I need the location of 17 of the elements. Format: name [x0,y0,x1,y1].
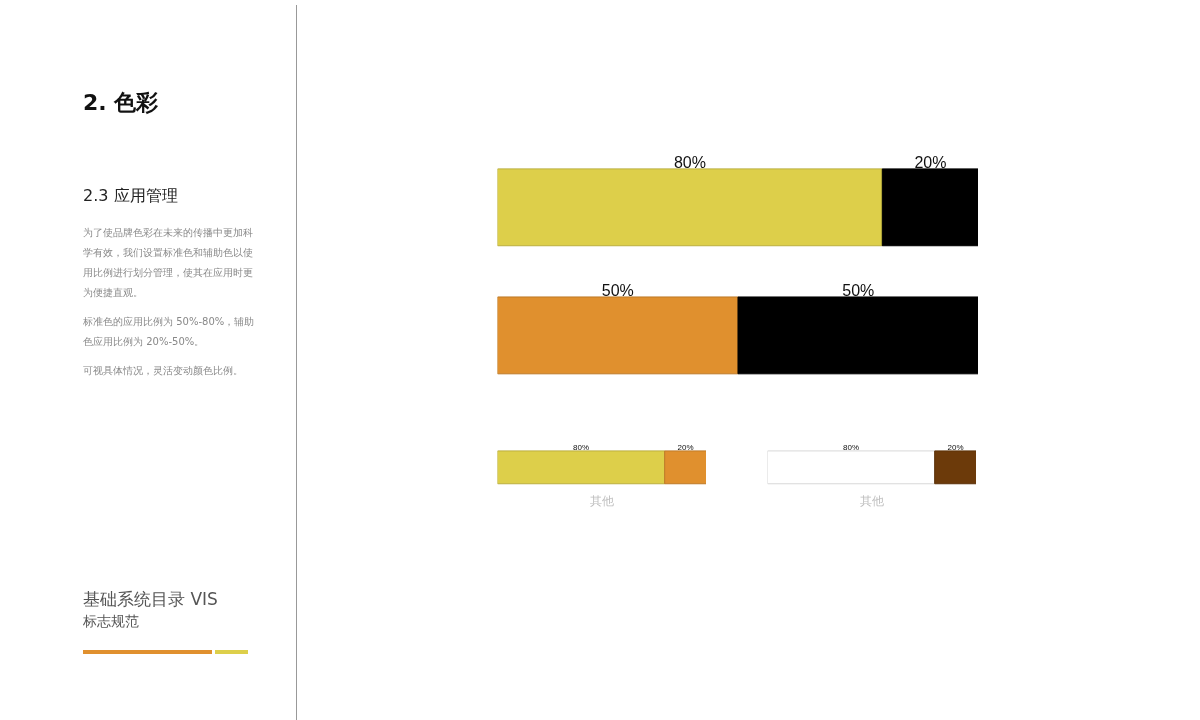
data-label: 80% [573,442,590,452]
text: 可视具体情况，灵活变动颜色比例。 [83,364,244,378]
data-label: 20% [914,153,947,171]
text: 为了使品牌色彩在未来的传播中更加科学有效，我们设置标准色和辅助色以使用比例进行划分管理，使其在应用时更为便捷直观。 [83,226,254,300]
text: 2.3 应用管理 [83,185,178,207]
data-label: 80% [843,442,860,452]
text: 2. 色彩 [83,89,159,117]
text: 标志规范 [83,612,140,631]
data-label: 20% [947,442,964,452]
data-label: 80% [673,153,706,171]
data-label: 50% [601,281,634,299]
text: 基础系统目录 VIS [83,588,218,610]
data-label: 50% [842,281,875,299]
text: 标准色的应用比例为 50%-80%，辅助色应用比例为 20%-50%。 [83,315,256,349]
x-axis-title: 其他 [860,493,884,508]
x-axis-title: 其他 [590,493,614,508]
data-label: 20% [677,442,694,452]
